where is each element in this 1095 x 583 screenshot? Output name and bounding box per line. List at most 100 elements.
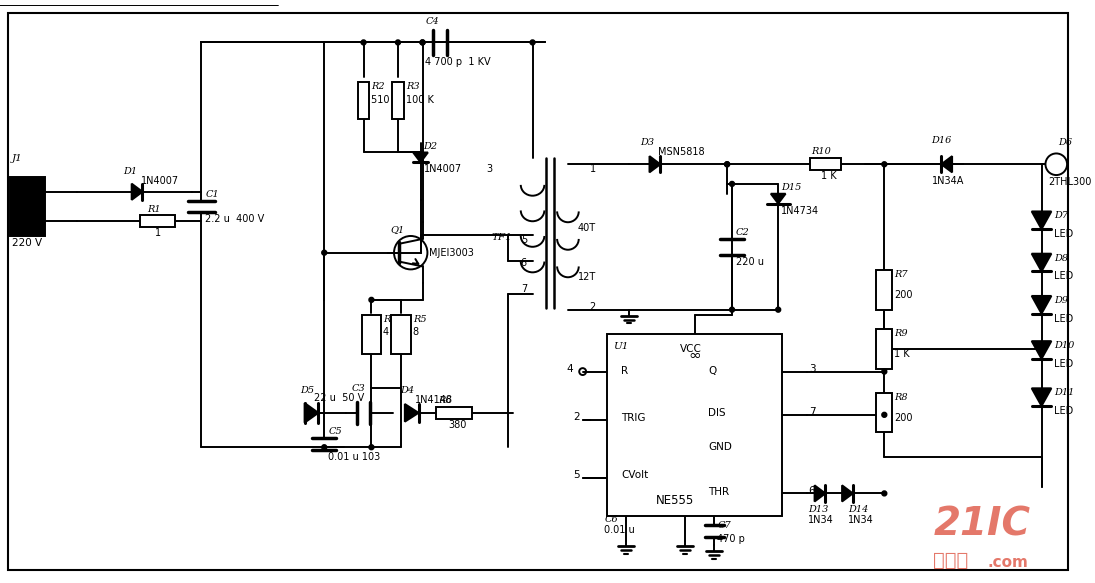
Text: TRIG: TRIG bbox=[621, 413, 645, 423]
FancyBboxPatch shape bbox=[139, 215, 175, 227]
Text: 21IC: 21IC bbox=[933, 505, 1030, 543]
Text: 6: 6 bbox=[521, 258, 527, 268]
Text: R5: R5 bbox=[413, 315, 426, 324]
Text: VCC: VCC bbox=[680, 344, 702, 354]
Polygon shape bbox=[1031, 388, 1051, 406]
Text: 1N4007: 1N4007 bbox=[140, 176, 178, 186]
Text: U1: U1 bbox=[613, 342, 629, 351]
Text: 380: 380 bbox=[448, 420, 466, 430]
Text: R2: R2 bbox=[371, 82, 385, 91]
Text: 220 u: 220 u bbox=[736, 257, 764, 266]
Text: 220 V: 220 V bbox=[12, 238, 42, 248]
Text: C6: C6 bbox=[604, 515, 618, 524]
Text: C4: C4 bbox=[426, 17, 439, 26]
Text: 12T: 12T bbox=[578, 272, 596, 282]
Polygon shape bbox=[131, 184, 142, 200]
Text: 1: 1 bbox=[589, 164, 596, 174]
Text: DIS: DIS bbox=[708, 408, 726, 418]
Text: 3: 3 bbox=[809, 364, 816, 374]
Text: D10: D10 bbox=[1054, 341, 1074, 350]
Text: TF1: TF1 bbox=[492, 233, 512, 243]
Circle shape bbox=[881, 369, 887, 374]
Text: D2: D2 bbox=[424, 142, 438, 150]
Text: Q1: Q1 bbox=[390, 225, 404, 234]
Text: R8: R8 bbox=[895, 393, 908, 402]
Polygon shape bbox=[815, 485, 826, 501]
Text: LED: LED bbox=[1054, 229, 1073, 239]
Text: 200: 200 bbox=[895, 413, 912, 423]
Circle shape bbox=[369, 297, 373, 303]
Text: 40T: 40T bbox=[578, 223, 596, 233]
Polygon shape bbox=[842, 485, 853, 501]
Text: CVolt: CVolt bbox=[621, 470, 648, 480]
Polygon shape bbox=[1031, 341, 1051, 359]
Text: D9: D9 bbox=[1054, 296, 1069, 305]
Text: 1N4148: 1N4148 bbox=[415, 395, 452, 405]
Text: .com: .com bbox=[988, 555, 1028, 570]
Text: C3: C3 bbox=[351, 384, 366, 393]
Circle shape bbox=[881, 412, 887, 417]
Text: Q: Q bbox=[708, 366, 717, 375]
Text: 0.01 u 103: 0.01 u 103 bbox=[328, 452, 380, 462]
Polygon shape bbox=[413, 153, 428, 162]
Text: GND: GND bbox=[708, 442, 733, 452]
Polygon shape bbox=[405, 404, 418, 422]
Circle shape bbox=[729, 307, 735, 312]
FancyBboxPatch shape bbox=[391, 315, 411, 354]
Text: 510 K: 510 K bbox=[371, 96, 400, 106]
FancyBboxPatch shape bbox=[392, 82, 404, 119]
Text: MSN5818: MSN5818 bbox=[658, 146, 705, 157]
Polygon shape bbox=[771, 194, 785, 203]
Text: D4: D4 bbox=[400, 386, 414, 395]
Text: D13: D13 bbox=[808, 505, 828, 514]
Text: LED: LED bbox=[1054, 359, 1073, 369]
Text: D5: D5 bbox=[300, 386, 314, 395]
FancyBboxPatch shape bbox=[436, 407, 472, 419]
Text: 4: 4 bbox=[566, 364, 573, 374]
Circle shape bbox=[322, 445, 326, 449]
Text: 1 K: 1 K bbox=[895, 349, 910, 359]
Circle shape bbox=[775, 307, 781, 312]
Circle shape bbox=[420, 40, 425, 45]
Text: 电子网: 电子网 bbox=[933, 551, 969, 570]
FancyBboxPatch shape bbox=[358, 82, 369, 119]
Text: 8: 8 bbox=[413, 328, 418, 338]
Text: 7: 7 bbox=[809, 407, 816, 417]
Circle shape bbox=[530, 40, 535, 45]
Text: LED: LED bbox=[1054, 271, 1073, 282]
Text: D11: D11 bbox=[1054, 388, 1074, 397]
Text: 470 p: 470 p bbox=[717, 533, 746, 544]
Text: D6: D6 bbox=[1058, 138, 1072, 146]
Text: D15: D15 bbox=[781, 182, 802, 192]
Text: D14: D14 bbox=[848, 505, 868, 514]
Text: 5: 5 bbox=[573, 470, 579, 480]
Text: R1: R1 bbox=[148, 205, 161, 215]
Text: 2: 2 bbox=[589, 302, 596, 312]
Text: 1N4734: 1N4734 bbox=[781, 206, 819, 216]
Text: D16: D16 bbox=[932, 136, 952, 145]
Text: J1: J1 bbox=[12, 154, 23, 163]
Text: LED: LED bbox=[1054, 406, 1073, 416]
FancyBboxPatch shape bbox=[809, 159, 841, 170]
Text: 200: 200 bbox=[895, 290, 912, 300]
Polygon shape bbox=[649, 156, 660, 173]
Text: 2.2 u  400 V: 2.2 u 400 V bbox=[206, 215, 265, 224]
Text: 7: 7 bbox=[521, 284, 527, 294]
Text: D7: D7 bbox=[1054, 212, 1069, 220]
Circle shape bbox=[729, 181, 735, 187]
Circle shape bbox=[420, 40, 425, 45]
Polygon shape bbox=[1031, 254, 1051, 271]
Text: NE555: NE555 bbox=[656, 494, 694, 507]
Text: R7: R7 bbox=[895, 271, 908, 279]
Polygon shape bbox=[942, 156, 953, 173]
Text: 1N34A: 1N34A bbox=[932, 176, 964, 186]
Circle shape bbox=[881, 491, 887, 496]
Circle shape bbox=[322, 250, 326, 255]
Text: R3: R3 bbox=[406, 82, 419, 91]
Text: C2: C2 bbox=[736, 228, 750, 237]
Text: R10: R10 bbox=[811, 147, 831, 156]
Text: THR: THR bbox=[708, 487, 729, 497]
Circle shape bbox=[395, 40, 401, 45]
Text: 5: 5 bbox=[521, 235, 527, 245]
Text: D8: D8 bbox=[1054, 254, 1069, 263]
